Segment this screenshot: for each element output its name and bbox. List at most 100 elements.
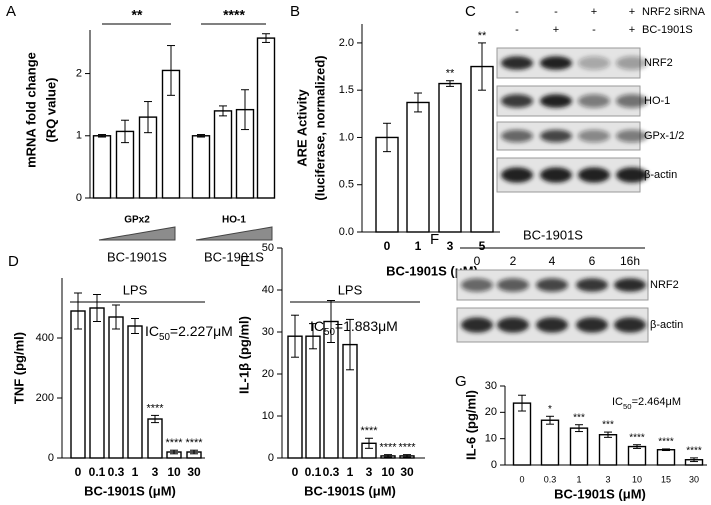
- lane-label: 0: [474, 254, 481, 268]
- significance: **: [132, 7, 143, 23]
- dose-triangle: [98, 226, 176, 241]
- panel-letter: B: [290, 3, 300, 20]
- blot-band: [461, 317, 493, 333]
- blot-band: [540, 56, 572, 70]
- group-label: GPx2: [124, 215, 150, 226]
- ic50-part: =2.464μM: [632, 396, 681, 408]
- y-tick-label: 0.5: [339, 179, 354, 191]
- condition-sign: +: [591, 6, 597, 18]
- band-label: GPx-1/2: [644, 130, 684, 142]
- x-tick-label: 0: [519, 474, 524, 484]
- ic50-part: 50: [159, 332, 170, 343]
- condition-sign: -: [554, 6, 558, 18]
- blot-band: [616, 167, 648, 183]
- y-tick-label: 10: [262, 410, 274, 422]
- y-axis-label: IL-1β (pg/ml): [236, 316, 251, 394]
- significance: ****: [223, 7, 245, 23]
- blot-band: [616, 94, 648, 108]
- error-bar: [190, 449, 198, 455]
- x-tick-label: 1: [576, 474, 581, 484]
- band-label: β-actin: [650, 319, 683, 331]
- lane-label: 4: [549, 254, 556, 268]
- y-tick-label: 30: [262, 326, 274, 338]
- ic50-label: IC50=2.464μM: [612, 396, 681, 411]
- error-bar: [633, 444, 641, 449]
- error-bar: [241, 89, 249, 131]
- blot-band: [578, 129, 610, 143]
- ic50-label: IC50=2.227μM: [145, 323, 233, 343]
- blot-band: [501, 94, 533, 108]
- blot-band: [497, 278, 529, 292]
- significance: ****: [379, 442, 397, 454]
- x-tick-label: 10: [381, 465, 395, 479]
- x-tick-label: 3: [605, 474, 610, 484]
- x-tick-label: 10: [632, 474, 642, 484]
- bar: [627, 445, 647, 466]
- x-tick-label: 0: [384, 239, 391, 253]
- y-tick-label: 20: [485, 406, 497, 418]
- error-bar: [151, 414, 159, 424]
- x-tick-label: 0.1: [89, 465, 106, 479]
- treatment-label: BC-1901S: [204, 249, 264, 264]
- blot-band: [461, 278, 493, 292]
- y-axis-label: TNF (pg/ml): [11, 332, 26, 404]
- error-bar: [112, 304, 120, 330]
- ic50-label: IC50=1.883μM: [310, 318, 398, 338]
- bar: [127, 325, 143, 459]
- band-label: β-actin: [644, 169, 677, 181]
- panel-letter: A: [6, 3, 16, 20]
- x-tick-label: 3: [447, 239, 454, 253]
- x-axis-label: BC-1901S (μM): [84, 483, 176, 498]
- bar: [70, 310, 86, 459]
- error-bar: [291, 314, 299, 358]
- x-axis-label: BC-1901S (μM): [554, 486, 646, 501]
- x-tick-label: 30: [400, 465, 414, 479]
- x-tick-label: 30: [187, 465, 201, 479]
- condition-sign: +: [629, 6, 635, 18]
- error-bar: [144, 101, 152, 134]
- blot-band: [536, 278, 568, 292]
- error-bar: [327, 300, 335, 343]
- y-tick-label: 0: [491, 459, 497, 471]
- ic50-part: 50: [623, 402, 632, 411]
- treatment-label: BC-1901S: [107, 249, 167, 264]
- error-bar: [604, 431, 612, 438]
- y-tick-label: 0.0: [339, 226, 354, 238]
- significance: ****: [146, 402, 164, 414]
- blot-band: [540, 129, 572, 143]
- bar: [438, 82, 462, 233]
- ic50-part: IC: [612, 396, 623, 408]
- error-bar: [546, 415, 554, 425]
- x-tick-label: 5: [479, 239, 486, 253]
- y-tick-label: 0: [48, 452, 54, 464]
- treatment-label: LPS: [123, 282, 148, 297]
- condition-label: NRF2 siRNA: [642, 6, 706, 18]
- error-bar: [518, 394, 526, 412]
- y-tick-label: 2: [76, 67, 82, 79]
- x-tick-label: 30: [689, 474, 699, 484]
- error-bar: [575, 424, 583, 433]
- condition-sign: -: [592, 24, 596, 36]
- x-tick-label: 0.3: [544, 474, 557, 484]
- error-bar: [74, 292, 82, 330]
- blot-band: [576, 278, 608, 292]
- error-bar: [414, 92, 422, 113]
- y-axis-label: ARE Activity: [294, 88, 309, 166]
- blot-band: [501, 56, 533, 70]
- blot-band: [614, 278, 646, 292]
- blot-band: [576, 317, 608, 333]
- bar: [256, 37, 276, 199]
- bar: [540, 419, 560, 466]
- panel-letter: E: [240, 253, 250, 270]
- error-bar: [197, 134, 205, 138]
- x-axis-label: BC-1901S (μM): [386, 263, 478, 278]
- error-bar: [131, 318, 139, 334]
- bar: [147, 418, 163, 459]
- blot-band: [540, 167, 572, 183]
- error-bar: [93, 294, 101, 322]
- bar: [406, 101, 430, 233]
- y-tick-label: 1: [76, 130, 82, 142]
- error-bar: [690, 457, 698, 463]
- band-label: NRF2: [650, 279, 679, 291]
- condition-sign: -: [515, 24, 519, 36]
